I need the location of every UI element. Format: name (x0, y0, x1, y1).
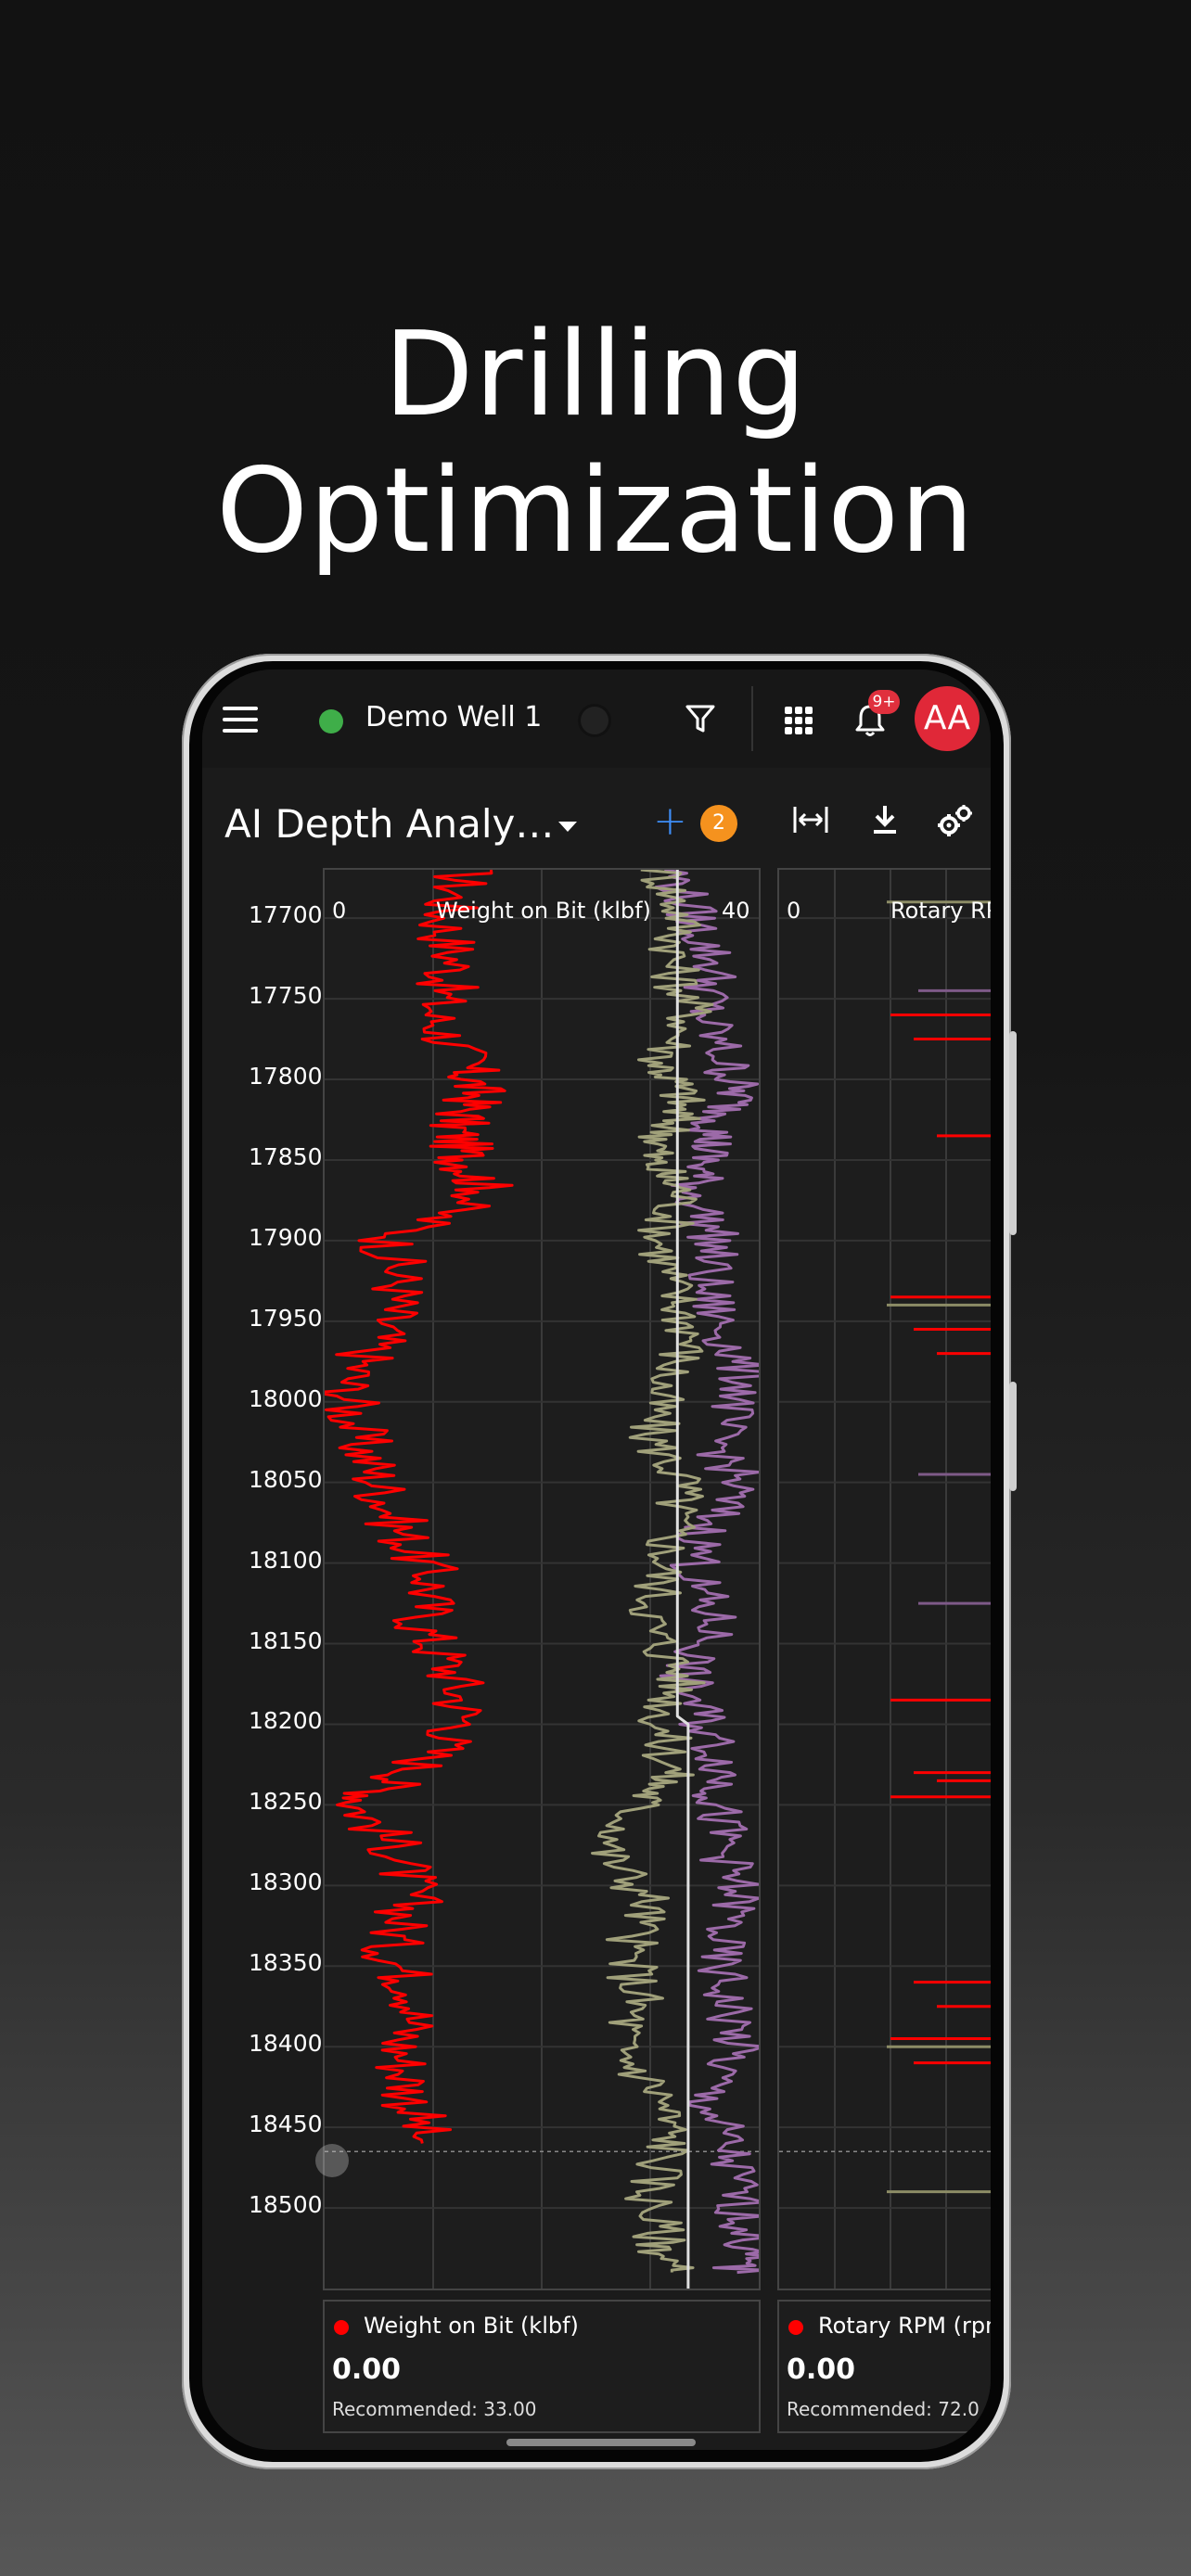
track-max-label: 40 (722, 898, 750, 924)
series-line-0 (325, 870, 514, 2144)
series-color-dot (334, 2320, 349, 2335)
fit-width-icon[interactable] (792, 803, 829, 840)
toolbar: AI Depth Analy… + 2 (202, 768, 991, 868)
legend-weight-on-bit: Weight on Bit (klbf) 0.00 Recommended: 3… (323, 2300, 761, 2433)
series-color-dot (788, 2320, 803, 2335)
notification-badge: 9+ (868, 690, 900, 714)
depth-label: 18450 (249, 2111, 323, 2138)
legend-value: 0.00 (332, 2353, 402, 2386)
status-indicator (319, 709, 343, 733)
series-line-2 (654, 870, 759, 2275)
depth-label: 17850 (249, 1142, 323, 1170)
legend-rotary-rpm: Rotary RPM (rpm) 0.00 Recommended: 72.0 (777, 2300, 991, 2433)
track-title: Weight on Bit (klbf) (436, 898, 651, 924)
track-weight-on-bit[interactable]: 0 Weight on Bit (klbf) 40 (323, 868, 761, 2290)
avatar[interactable]: AA (915, 686, 980, 751)
app-screen: Demo Well 1 9+ AA AI Depth Analy… + 2 17… (202, 670, 991, 2450)
rotary-rpm-chart (779, 870, 991, 2289)
depth-label: 18000 (249, 1384, 323, 1412)
depth-label: 18050 (249, 1465, 323, 1493)
track-title: Rotary RPM (890, 898, 991, 924)
depth-label: 17900 (249, 1223, 323, 1251)
download-icon[interactable] (868, 803, 902, 840)
legend-recommended: Recommended: 72.0 (787, 2398, 980, 2420)
top-bar: Demo Well 1 9+ AA (202, 670, 991, 768)
depth-label: 17750 (249, 982, 323, 1010)
add-icon[interactable]: + (653, 797, 687, 845)
legend-label: Weight on Bit (klbf) (364, 2313, 579, 2339)
depth-label: 18250 (249, 1788, 323, 1816)
apps-grid-icon[interactable] (785, 707, 813, 734)
cursor-handle[interactable] (315, 2144, 349, 2177)
depth-label: 17800 (249, 1063, 323, 1090)
depth-label: 18500 (249, 2191, 323, 2219)
series-line-3 (675, 870, 690, 2289)
chevron-down-icon[interactable] (558, 822, 577, 832)
track-rotary-rpm[interactable]: 0 Rotary RPM (777, 868, 991, 2290)
depth-label: 17700 (249, 901, 323, 929)
home-indicator[interactable] (506, 2439, 696, 2446)
depth-label: 18200 (249, 1707, 323, 1735)
well-name[interactable]: Demo Well 1 (365, 701, 543, 733)
series-line-1 (591, 870, 714, 2273)
add-count-badge: 2 (700, 805, 737, 842)
legend-recommended: Recommended: 33.00 (332, 2398, 537, 2420)
headline: Drilling Optimization (215, 306, 976, 579)
divider (751, 686, 753, 751)
legend-label: Rotary RPM (rpm) (818, 2313, 991, 2339)
depth-label: 18350 (249, 1949, 323, 1977)
settings-icon[interactable] (935, 803, 976, 844)
filter-icon[interactable] (685, 703, 716, 738)
depth-label: 18150 (249, 1626, 323, 1654)
page-title[interactable]: AI Depth Analy… (224, 801, 555, 847)
camera-icon (581, 707, 608, 734)
depth-label: 17950 (249, 1304, 323, 1332)
track-min-label: 0 (787, 898, 801, 924)
menu-icon[interactable] (223, 707, 258, 733)
weight-on-bit-chart (325, 870, 759, 2289)
depth-label: 18100 (249, 1546, 323, 1574)
phone-side-button (1009, 1382, 1017, 1491)
depth-label: 18300 (249, 1868, 323, 1896)
phone-side-button (1009, 1031, 1017, 1235)
depth-label: 18400 (249, 2030, 323, 2058)
track-min-label: 0 (332, 898, 347, 924)
legend-value: 0.00 (787, 2353, 856, 2386)
